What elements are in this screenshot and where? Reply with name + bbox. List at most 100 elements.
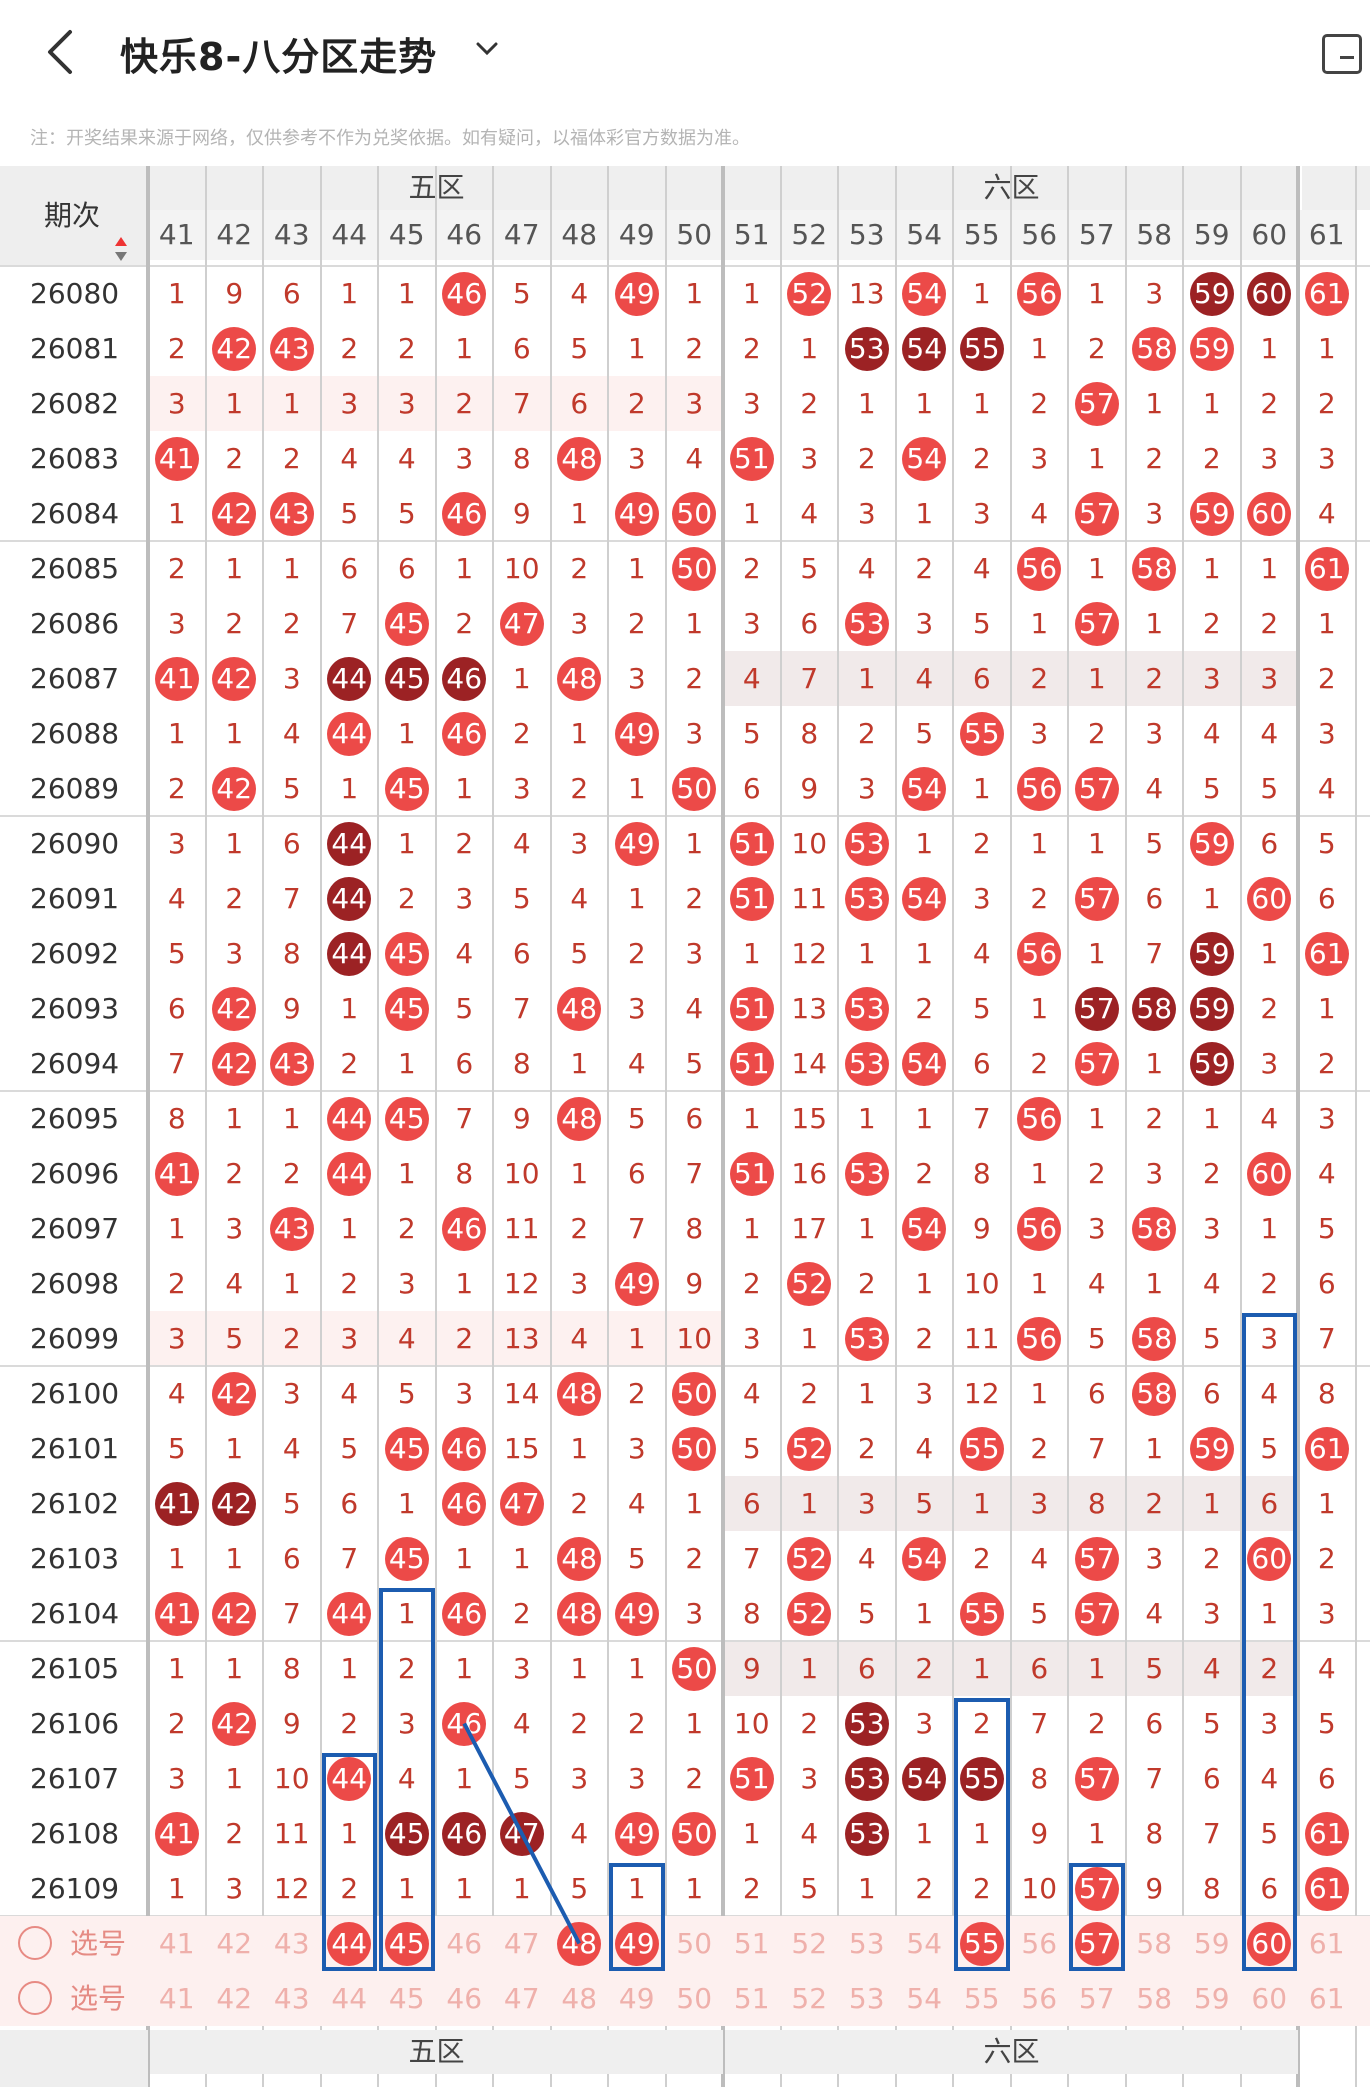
selected-number-ball[interactable]: 44 xyxy=(327,1921,372,1966)
select-row-radio[interactable] xyxy=(18,1981,52,2015)
selected-number-ball[interactable]: 60 xyxy=(1247,1921,1292,1966)
select-number-option[interactable]: 46 xyxy=(446,1982,483,2015)
drawn-number-ball: 49 xyxy=(614,711,659,756)
back-icon[interactable] xyxy=(40,24,80,80)
select-number-option[interactable]: 58 xyxy=(1136,1982,1173,2015)
omission-count: 12 xyxy=(273,1872,310,1905)
select-number-option[interactable]: 42 xyxy=(216,1982,253,2015)
omission-count: 1 xyxy=(455,1872,474,1905)
chevron-down-icon[interactable] xyxy=(476,38,498,60)
selected-number-ball[interactable]: 55 xyxy=(959,1921,1004,1966)
selected-number-ball[interactable]: 45 xyxy=(384,1921,429,1966)
drawn-number-ball: 50 xyxy=(672,546,717,591)
period-cell: 26086 xyxy=(30,607,120,640)
select-number-option[interactable]: 47 xyxy=(503,1982,540,2015)
omission-count: 2 xyxy=(1145,1102,1164,1135)
omission-count: 1 xyxy=(1202,552,1221,585)
highlight-box xyxy=(1241,1313,1297,1971)
omission-count: 1 xyxy=(225,1762,244,1795)
selected-number-ball[interactable]: 57 xyxy=(1074,1921,1119,1966)
select-number-option[interactable]: 56 xyxy=(1021,1927,1058,1960)
select-number-option[interactable]: 41 xyxy=(158,1982,195,2015)
selected-number-ball[interactable]: 48 xyxy=(557,1921,602,1966)
sort-arrows-icon[interactable] xyxy=(114,204,128,261)
column-divider xyxy=(492,166,494,2087)
select-row-radio[interactable] xyxy=(18,1926,52,1960)
omission-count: 4 xyxy=(512,827,531,860)
select-number-option[interactable]: 58 xyxy=(1136,1927,1173,1960)
drawn-number-ball: 47 xyxy=(499,1481,544,1526)
select-number-option[interactable]: 61 xyxy=(1308,1982,1345,2015)
select-number-option[interactable]: 49 xyxy=(618,1982,655,2015)
omission-count: 1 xyxy=(1202,882,1221,915)
period-cell: 26097 xyxy=(30,1212,120,1245)
select-number-option[interactable]: 56 xyxy=(1021,1982,1058,2015)
select-number-option[interactable]: 59 xyxy=(1193,1982,1230,2015)
omission-count: 1 xyxy=(800,1487,819,1520)
omission-count: 3 xyxy=(1030,717,1049,750)
omission-count: 1 xyxy=(455,1267,474,1300)
select-number-option[interactable]: 48 xyxy=(561,1982,598,2015)
select-number-option[interactable]: 53 xyxy=(848,1982,885,2015)
select-number-option[interactable]: 50 xyxy=(676,1982,713,2015)
page-title[interactable]: 快乐8-八分区走势 xyxy=(120,35,438,79)
omission-count: 2 xyxy=(742,1872,761,1905)
omission-count: 4 xyxy=(1202,1652,1221,1685)
select-number-option[interactable]: 41 xyxy=(158,1927,195,1960)
select-number-option[interactable]: 43 xyxy=(273,1982,310,2015)
select-number-option[interactable]: 55 xyxy=(963,1982,1000,2015)
share-screen-icon[interactable] xyxy=(1322,34,1362,74)
omission-count: 2 xyxy=(167,772,186,805)
select-number-option[interactable]: 50 xyxy=(676,1927,713,1960)
omission-count: 7 xyxy=(1087,1432,1106,1465)
omission-count: 4 xyxy=(167,1377,186,1410)
select-number-option[interactable]: 42 xyxy=(216,1927,253,1960)
select-number-option[interactable]: 52 xyxy=(791,1982,828,2015)
drawn-number-ball: 58 xyxy=(1132,326,1177,371)
select-number-option[interactable]: 52 xyxy=(791,1927,828,1960)
select-row-label[interactable]: 选号 xyxy=(70,1982,127,2015)
omission-count: 1 xyxy=(225,552,244,585)
omission-count: 8 xyxy=(512,1047,531,1080)
select-row-label[interactable]: 选号 xyxy=(70,1927,127,1960)
omission-count: 10 xyxy=(676,1322,713,1355)
select-number-option[interactable]: 47 xyxy=(503,1927,540,1960)
select-number-option[interactable]: 54 xyxy=(906,1982,943,2015)
select-number-option[interactable]: 51 xyxy=(733,1927,770,1960)
omission-count: 3 xyxy=(397,387,416,420)
omission-count: 1 xyxy=(570,1157,589,1190)
period-column-header[interactable]: 期次 xyxy=(0,166,148,266)
omission-count: 4 xyxy=(397,1322,416,1355)
omission-count: 4 xyxy=(1030,497,1049,530)
select-number-option[interactable]: 46 xyxy=(446,1927,483,1960)
omission-count: 1 xyxy=(1087,277,1106,310)
select-number-option[interactable]: 57 xyxy=(1078,1982,1115,2015)
omission-count: 1 xyxy=(627,552,646,585)
select-number-option[interactable]: 53 xyxy=(848,1927,885,1960)
highlight-box xyxy=(1069,1863,1125,1971)
omission-count: 6 xyxy=(1145,1707,1164,1740)
omission-count: 1 xyxy=(915,1267,934,1300)
period-cell: 26104 xyxy=(30,1597,120,1630)
select-number-option[interactable]: 61 xyxy=(1308,1927,1345,1960)
omission-count: 9 xyxy=(685,1267,704,1300)
period-cell: 26083 xyxy=(30,442,120,475)
select-number-option[interactable]: 51 xyxy=(733,1982,770,2015)
omission-count: 2 xyxy=(455,607,474,640)
select-number-option[interactable]: 59 xyxy=(1193,1927,1230,1960)
selected-number-ball[interactable]: 49 xyxy=(614,1921,659,1966)
omission-count: 4 xyxy=(570,1817,589,1850)
omission-count: 2 xyxy=(455,827,474,860)
select-number-option[interactable]: 43 xyxy=(273,1927,310,1960)
drawn-number-ball: 46 xyxy=(442,1701,487,1746)
omission-count: 1 xyxy=(627,332,646,365)
row-group-separator xyxy=(0,1640,1370,1642)
omission-count: 1 xyxy=(685,1707,704,1740)
select-number-option[interactable]: 54 xyxy=(906,1927,943,1960)
select-number-option[interactable]: 44 xyxy=(331,1982,368,2015)
select-number-option[interactable]: 45 xyxy=(388,1982,425,2015)
drawn-number-ball: 60 xyxy=(1247,876,1292,921)
omission-count: 15 xyxy=(791,1102,828,1135)
omission-count: 1 xyxy=(800,1322,819,1355)
select-number-option[interactable]: 60 xyxy=(1251,1982,1288,2015)
